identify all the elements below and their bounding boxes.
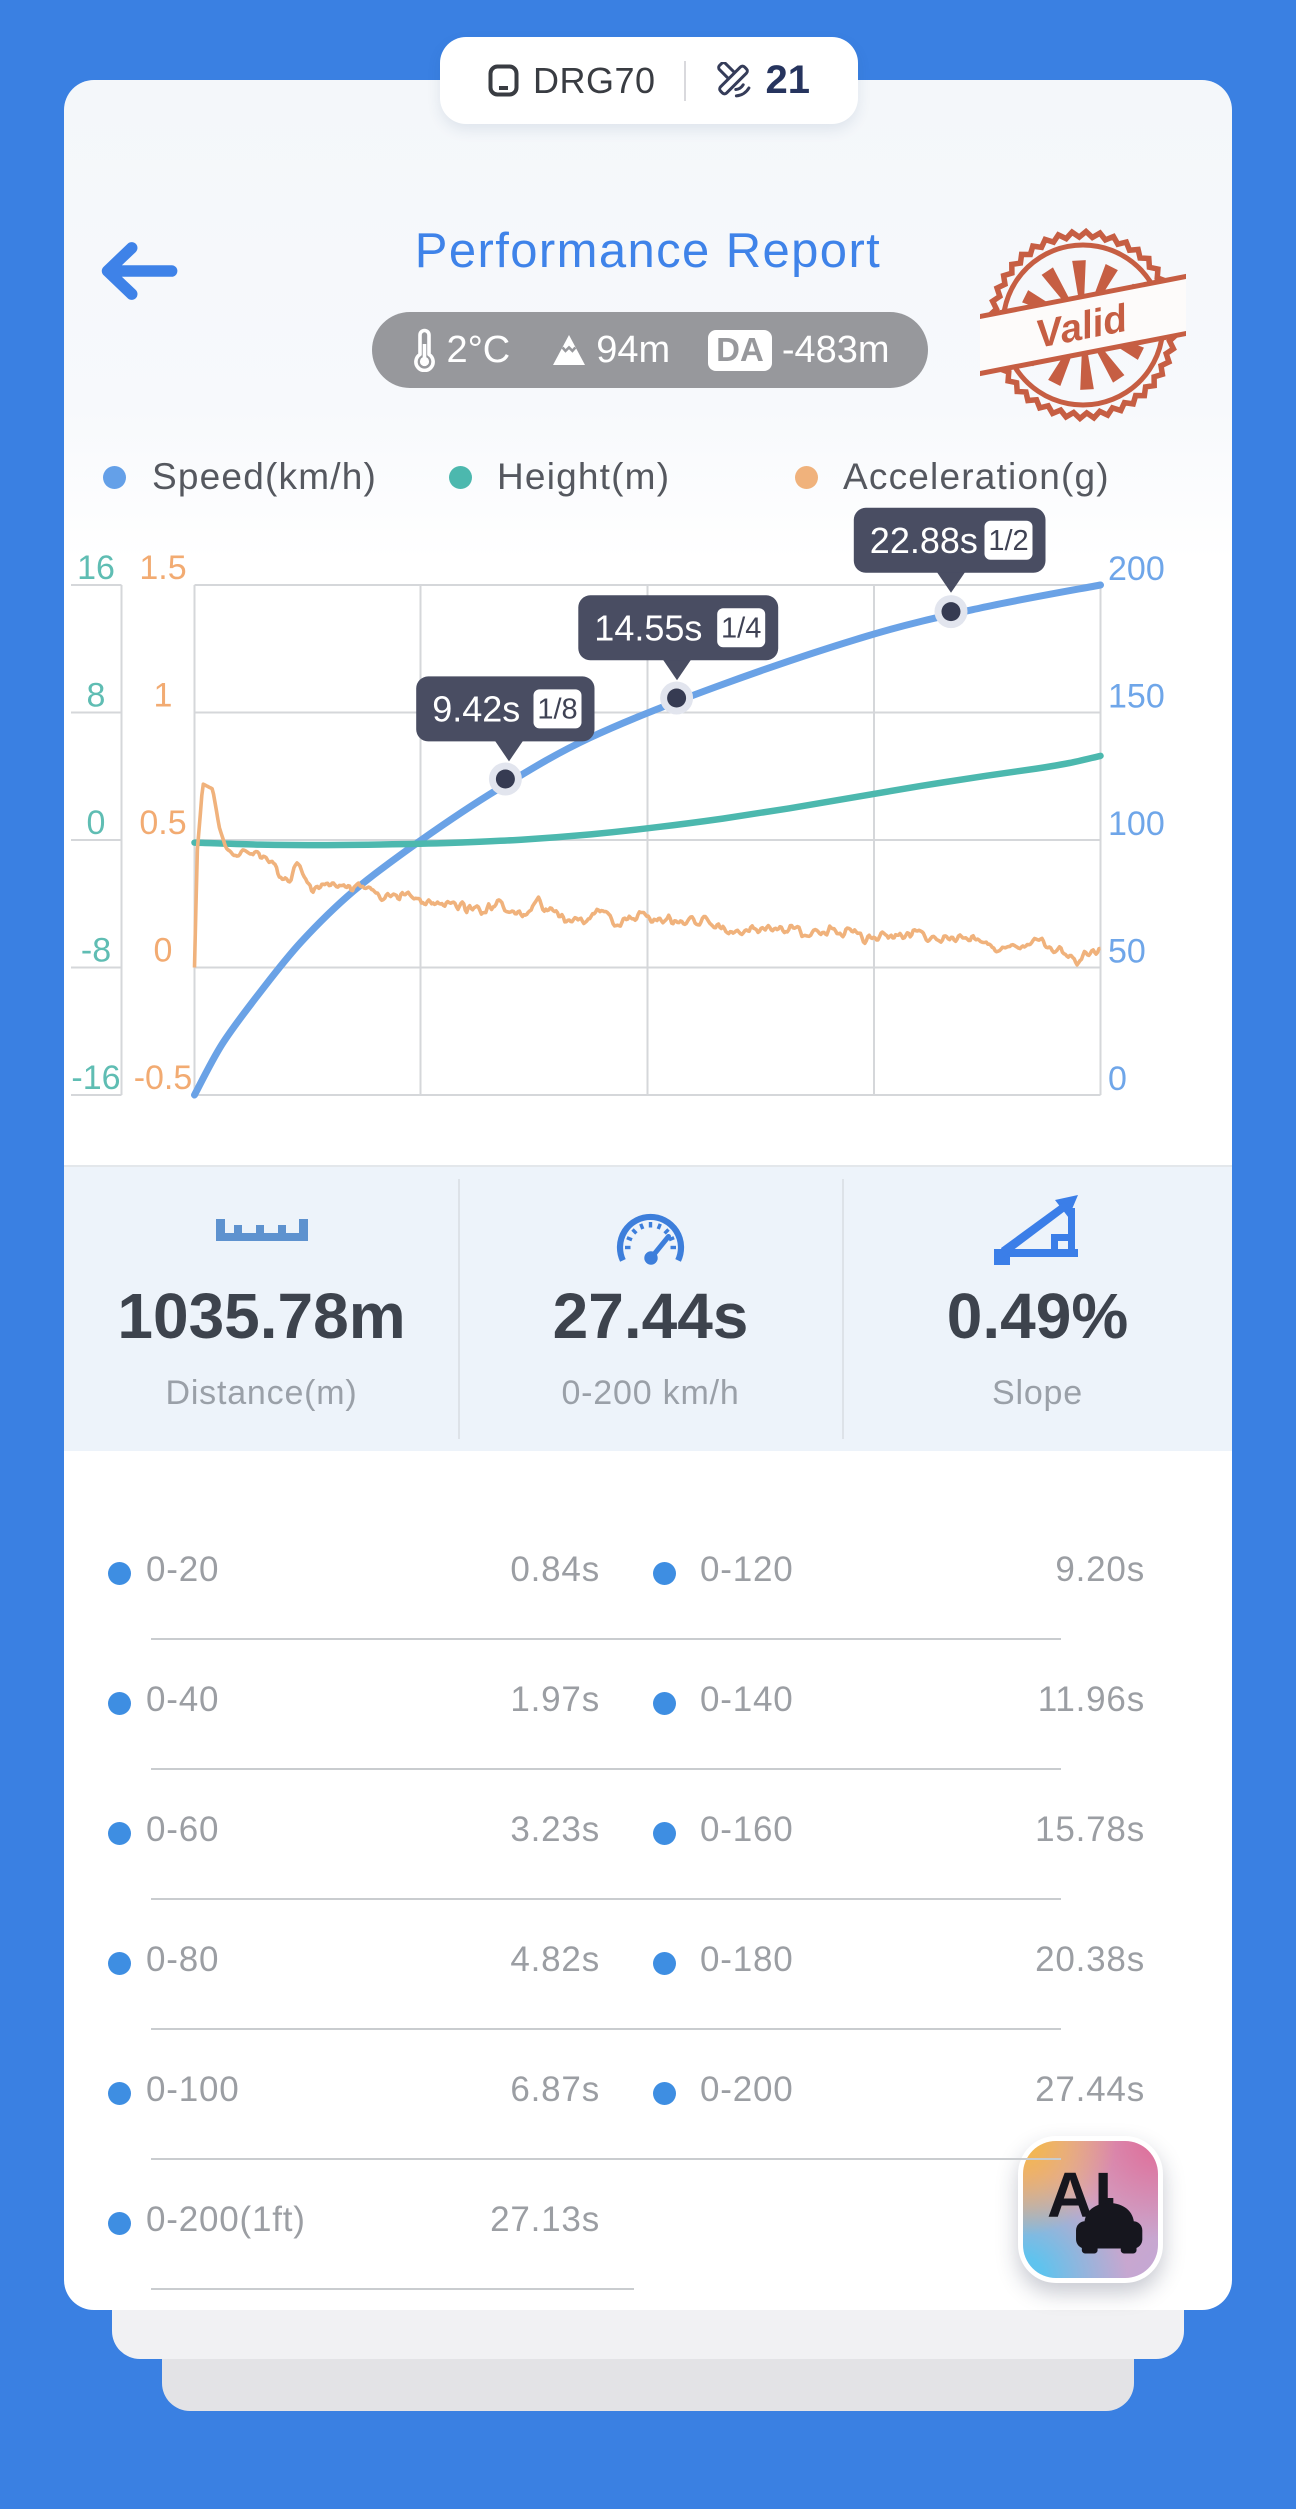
svg-text:16: 16 xyxy=(77,549,115,587)
svg-text:200: 200 xyxy=(1108,550,1165,588)
svg-text:1/8: 1/8 xyxy=(537,693,577,725)
svg-text:1/4: 1/4 xyxy=(721,612,761,644)
svg-text:0: 0 xyxy=(1108,1060,1127,1098)
svg-text:0: 0 xyxy=(154,932,173,970)
svg-text:8: 8 xyxy=(87,677,106,715)
svg-text:-0.5: -0.5 xyxy=(134,1059,193,1097)
svg-text:1/2: 1/2 xyxy=(988,525,1028,557)
svg-text:1: 1 xyxy=(154,677,173,715)
svg-text:100: 100 xyxy=(1108,805,1165,843)
svg-text:0: 0 xyxy=(87,804,106,842)
svg-text:9.42s: 9.42s xyxy=(432,688,520,729)
svg-text:50: 50 xyxy=(1108,933,1146,971)
svg-text:-8: -8 xyxy=(81,932,111,970)
svg-text:0.5: 0.5 xyxy=(139,804,186,842)
svg-text:1.5: 1.5 xyxy=(139,549,186,587)
svg-text:14.55s: 14.55s xyxy=(594,607,702,648)
svg-text:-16: -16 xyxy=(71,1059,120,1097)
svg-text:150: 150 xyxy=(1108,678,1165,716)
svg-text:22.88s: 22.88s xyxy=(870,520,978,561)
